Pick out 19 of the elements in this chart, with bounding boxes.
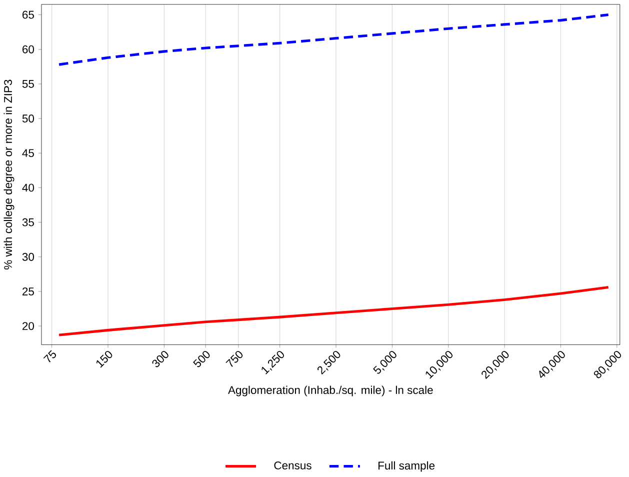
x-tick-label: 500 — [193, 350, 210, 368]
x-tick-label: 750 — [226, 350, 243, 367]
y-tick-label: 60 — [22, 45, 34, 54]
y-tick-label: 25 — [22, 287, 34, 296]
legend-label: Full sample — [378, 461, 435, 472]
x-tick-label: 300 — [152, 350, 168, 368]
x-axis-title: Agglomeration (Inhab./sq. mile) - ln scale — [228, 386, 433, 396]
y-tick-label: 40 — [22, 184, 34, 192]
y-tick-label: 35 — [22, 218, 34, 226]
y-tick-label: 50 — [22, 114, 34, 122]
y-tick-label: 20 — [22, 322, 34, 330]
y-tick-label: 30 — [22, 252, 34, 261]
y-tick-label: 45 — [22, 149, 34, 157]
legend-label: Census — [274, 461, 312, 470]
x-tick-label: 150 — [96, 350, 112, 368]
y-axis-title: % with college degree or more in ZIP3 — [4, 80, 14, 270]
x-tick-label: 75 — [43, 350, 56, 362]
y-tick-label: 55 — [22, 80, 34, 88]
y-tick-label: 65 — [22, 10, 34, 19]
